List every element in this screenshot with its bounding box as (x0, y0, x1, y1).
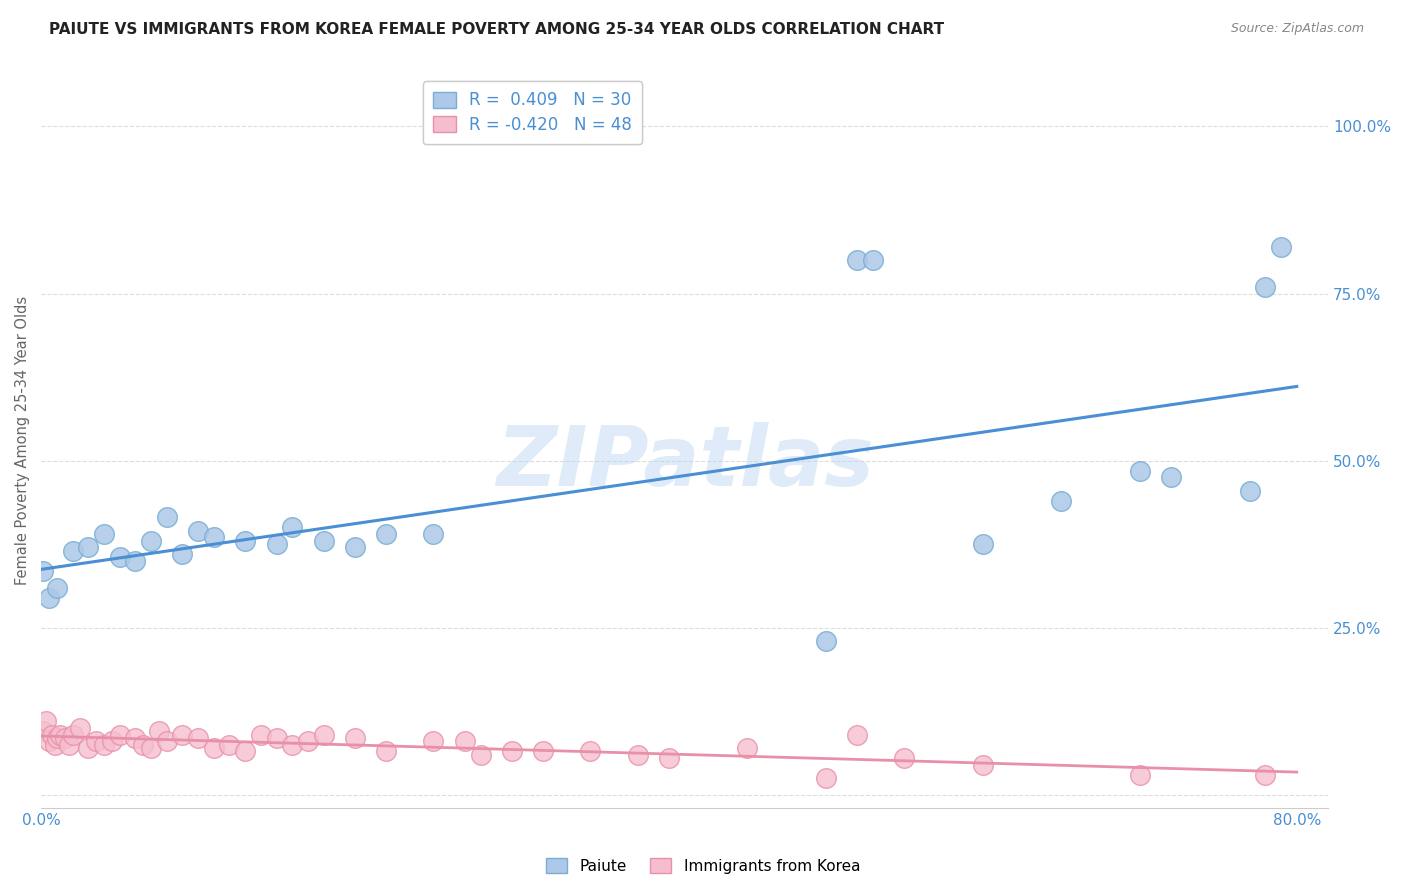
Point (45, 581, 67, 595)
Point (156, 734, 179, 748)
Point (77, 740, 100, 755)
Point (1160, 470, 1182, 484)
Point (233, 744, 256, 758)
Point (312, 728, 335, 742)
Point (84, 734, 107, 748)
Point (454, 734, 477, 748)
Point (132, 738, 155, 752)
Point (62, 543, 84, 558)
Point (93, 738, 115, 752)
Point (501, 744, 523, 758)
Point (45, 731, 67, 745)
Point (31, 564, 53, 578)
Point (53, 731, 76, 745)
Point (281, 520, 304, 534)
Point (344, 541, 367, 555)
Point (31, 724, 53, 739)
Point (972, 537, 994, 551)
Point (846, 253, 869, 268)
Legend: R =  0.409   N = 30, R = -0.420   N = 48: R = 0.409 N = 30, R = -0.420 N = 48 (423, 81, 643, 144)
Point (187, 524, 209, 538)
Point (297, 734, 319, 748)
Point (814, 634, 837, 648)
Point (77, 541, 100, 555)
Text: Source: ZipAtlas.com: Source: ZipAtlas.com (1230, 22, 1364, 36)
Point (108, 550, 131, 565)
Point (172, 547, 194, 561)
Legend: Paiute, Immigrants from Korea: Paiute, Immigrants from Korea (540, 852, 866, 880)
Point (814, 771, 837, 785)
Point (202, 740, 225, 755)
Point (139, 533, 162, 548)
Point (124, 554, 146, 568)
Point (1050, 493, 1073, 508)
Point (1239, 483, 1261, 498)
Point (156, 510, 179, 524)
Point (93, 527, 115, 541)
Point (139, 740, 162, 755)
Point (1129, 767, 1152, 781)
Point (344, 731, 367, 745)
Point (1254, 280, 1277, 294)
Point (58, 738, 80, 752)
Point (626, 747, 648, 762)
Text: PAIUTE VS IMMIGRANTS FROM KOREA FEMALE POVERTY AMONG 25-34 YEAR OLDS CORRELATION: PAIUTE VS IMMIGRANTS FROM KOREA FEMALE P… (49, 22, 945, 37)
Point (218, 738, 240, 752)
Point (38, 591, 60, 605)
Point (846, 728, 869, 742)
Point (579, 744, 602, 758)
Point (202, 530, 225, 544)
Point (375, 744, 398, 758)
Point (422, 734, 444, 748)
Point (375, 527, 398, 541)
Point (233, 533, 256, 548)
Point (531, 744, 554, 758)
Point (69, 721, 91, 735)
Point (1129, 464, 1152, 478)
Point (1270, 240, 1292, 254)
Point (862, 253, 884, 268)
Point (1254, 767, 1277, 781)
Point (41, 728, 63, 742)
Point (108, 728, 131, 742)
Point (422, 527, 444, 541)
Point (972, 757, 994, 772)
Point (187, 731, 209, 745)
Point (893, 751, 915, 765)
Point (35, 714, 58, 729)
Point (250, 728, 273, 742)
Text: ZIPatlas: ZIPatlas (496, 422, 873, 503)
Point (172, 728, 194, 742)
Point (737, 740, 759, 755)
Point (266, 537, 288, 551)
Point (100, 734, 122, 748)
Point (312, 533, 335, 548)
Point (148, 724, 170, 739)
Point (266, 731, 288, 745)
Point (49, 728, 72, 742)
Point (281, 738, 304, 752)
Point (124, 731, 146, 745)
Point (470, 747, 492, 762)
Point (44, 738, 66, 752)
Point (38, 734, 60, 748)
Point (658, 751, 681, 765)
Y-axis label: Female Poverty Among 25-34 Year Olds: Female Poverty Among 25-34 Year Olds (15, 296, 30, 585)
Point (62, 728, 84, 742)
